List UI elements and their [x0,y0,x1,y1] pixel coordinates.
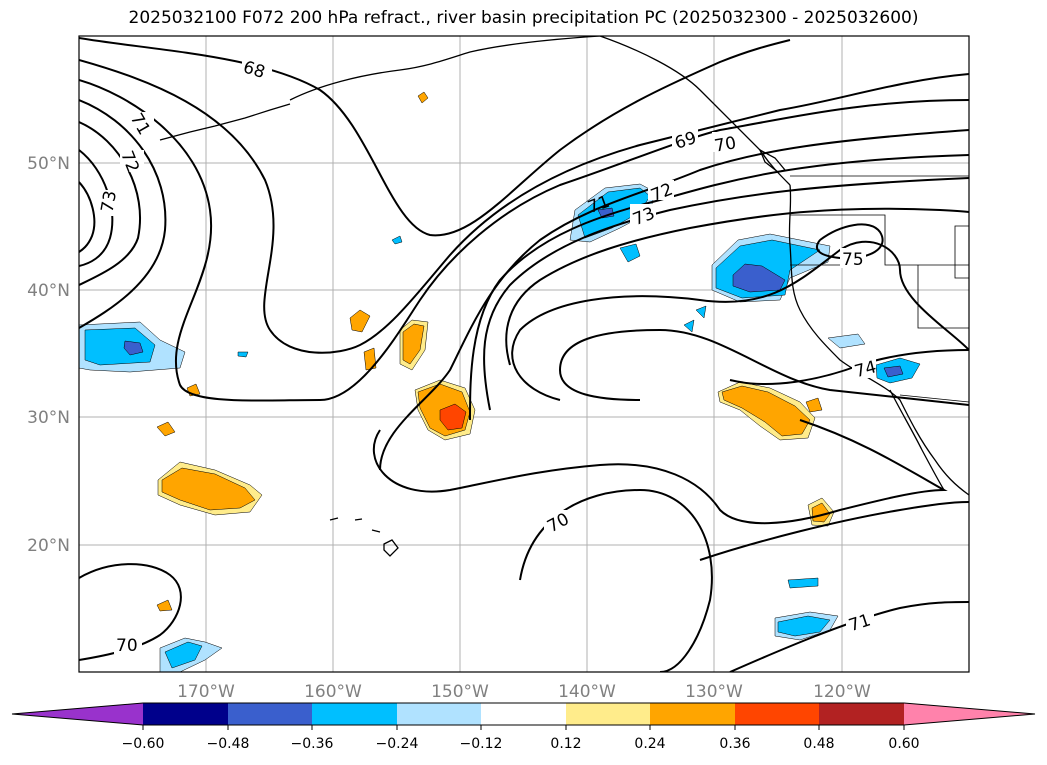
lon-label: 160°W [304,682,362,702]
coast-west-us [788,184,969,496]
lat-label: 30°N [27,408,70,428]
lon-label: 150°W [431,682,489,702]
contour-jet-5 [511,240,969,401]
lat-label: 40°N [27,281,70,301]
neg-area-small-2 [237,351,249,358]
colorbar-tick-label: 0.12 [550,736,581,752]
border-state-1 [790,214,969,266]
coast-aleutians [159,103,291,141]
lon-label: 140°W [558,682,616,702]
colorbar-segment [397,703,481,725]
border-state-2 [917,265,969,329]
pos-area-west-25n-core [161,467,256,511]
contour-72 [79,149,114,267]
colorbar-segment [481,703,566,725]
colorbar-extend-min [12,703,143,725]
colorbar-tick-label: −0.36 [291,736,334,752]
colorbar-segment [650,703,735,725]
border-us-mexico [899,394,969,403]
neg-area-west-10n-core [164,641,203,669]
lat-label: 20°N [27,536,70,556]
map-title: 2025032100 F072 200 hPa refract., river … [128,8,919,28]
coast-baja [889,389,945,491]
neg-area-california-strong [732,263,786,293]
neg-area-small-5 [695,305,707,319]
colorbar-segment [566,703,650,725]
neg-area-west-35n-strong [123,340,144,356]
lon-label: 120°W [813,682,871,702]
lat-axis-labels: 50°N 40°N 30°N 20°N [27,154,70,556]
pos-area-nepac-1-core [402,323,425,365]
contour-east-1 [699,501,969,561]
contour-75 [815,223,884,260]
colorbar-tick-label: −0.24 [376,736,419,752]
lat-label: 50°N [27,154,70,174]
lon-label: 130°W [685,682,743,702]
coast-island-vancouver [758,148,787,173]
pos-area-small-b [156,421,176,437]
neg-area-small-1 [391,235,403,245]
contour-jet-3 [483,177,969,411]
contour-jet-4 [505,207,969,366]
pos-area-small-d [156,599,173,612]
colorbar-tick-label: 0.24 [634,736,665,752]
map-panel: 68 71 72 73 69 70 71 72 73 75 74 70 70 [78,35,970,673]
pos-area-baja-small [805,397,823,413]
colorbar-segment [228,703,312,725]
colorbar-tick-label: −0.60 [122,736,165,752]
neg-area-small-4 [683,319,695,333]
colorbar-tick-label: 0.48 [803,736,834,752]
contour-73 [79,181,96,253]
contour-label: 75 [842,250,864,270]
contour-inner-loop [558,328,969,406]
colorbar-tick-label: −0.12 [460,736,503,752]
contour-jet-1 [379,129,969,471]
neg-area-small-3 [619,243,641,263]
colorbar-segment [735,703,819,725]
contour-71 [79,121,142,286]
colorbar-extend-max [904,703,1035,725]
colorbar-segment [819,703,904,725]
lon-label: 170°W [177,682,235,702]
colorbar-tick-label: 0.36 [719,736,750,752]
map-background [79,36,969,672]
neg-area-oregon-offshore-strong [597,207,615,219]
coast-hawaii [329,517,399,557]
colorbar: −0.60 −0.48 −0.36 −0.24 −0.12 0.12 0.24 … [11,702,1036,752]
pos-area-hawaii-north-strong [439,403,467,431]
border-box-right [954,225,969,279]
colorbar-segment [143,703,228,725]
pos-area-nepac-3 [363,347,377,371]
colorbar-segment [312,703,397,725]
neg-area-south-15n-core [777,615,831,637]
neg-area-socal-strong [883,365,904,378]
coast-bc [599,36,791,186]
neg-area-socal-2 [827,333,866,349]
lon-axis-labels: 170°W 160°W 150°W 140°W 130°W 120°W [177,682,871,702]
borders [790,175,969,403]
contour-71-south [729,601,969,672]
colorbar-tick-label: −0.48 [207,736,250,752]
coast-alaska [289,36,601,101]
contour-69 [79,79,969,402]
pos-area-baja-offshore-core [721,385,811,437]
colorbar-ticks [142,725,905,730]
contour-70 [79,99,167,329]
pos-area-small-a [417,91,429,104]
gridlines [79,36,969,672]
contour-jet-2 [469,154,969,421]
neg-area-south-17n [787,577,819,589]
pos-area-nepac-2 [349,309,371,333]
colorbar-tick-label: 0.60 [888,736,919,752]
neg-area-west-35n-core [84,327,156,366]
contour-label: 70 [116,636,138,656]
map-frame [78,35,970,673]
contour-label: 70 [713,133,738,156]
contour-outer-west [79,59,969,354]
coastlines [159,36,969,557]
contour-label: 73 [98,189,121,214]
